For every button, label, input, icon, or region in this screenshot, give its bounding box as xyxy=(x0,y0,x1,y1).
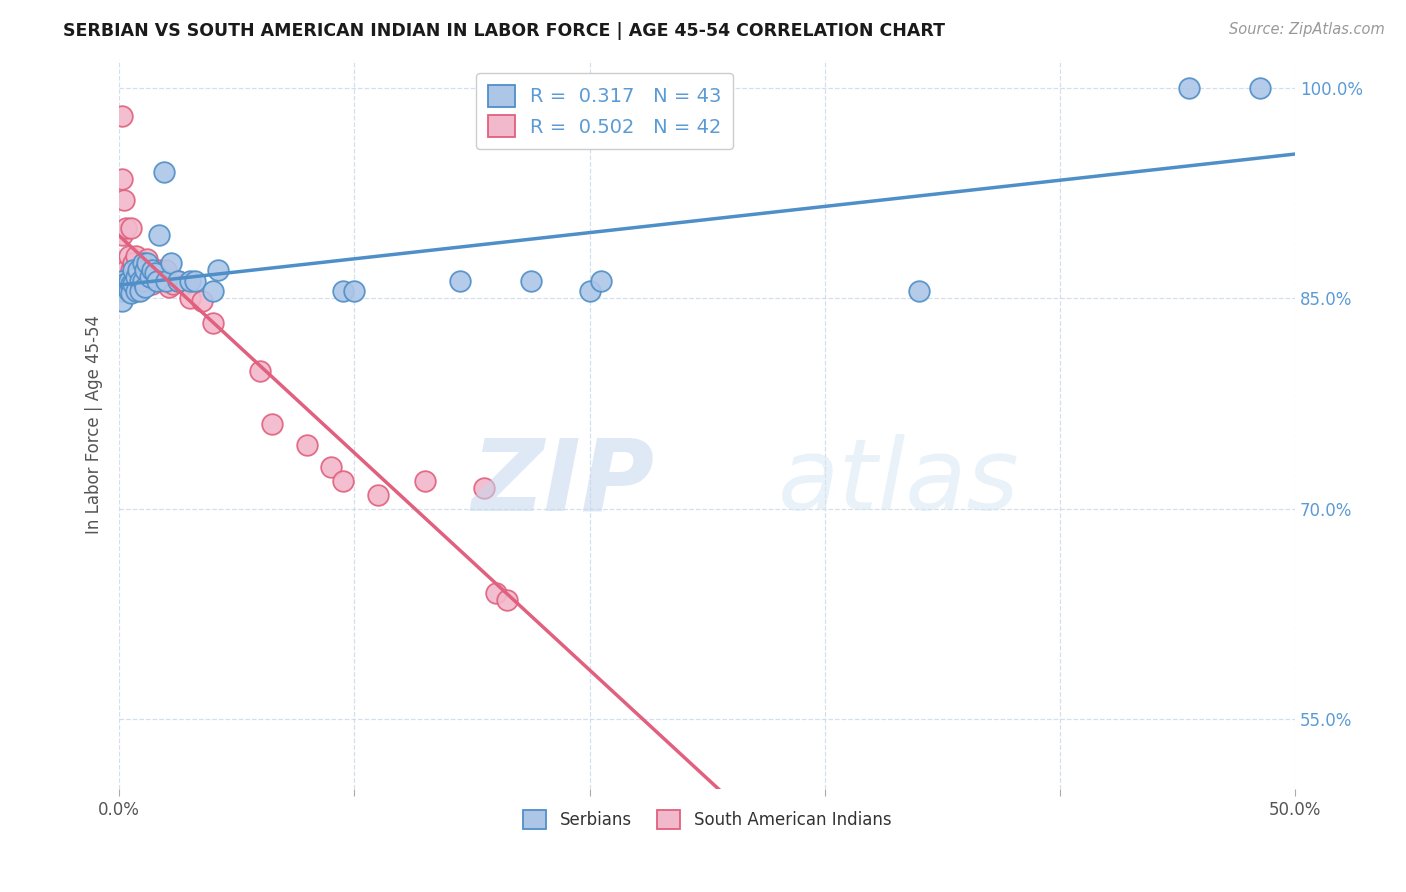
Point xyxy=(190,293,212,308)
Point xyxy=(111,172,134,186)
Point xyxy=(207,263,229,277)
Point xyxy=(143,266,166,280)
Point xyxy=(162,277,184,291)
Point xyxy=(183,274,205,288)
Point xyxy=(449,274,471,288)
Point xyxy=(111,284,134,298)
Point xyxy=(146,270,169,285)
Point xyxy=(591,274,613,288)
Point xyxy=(155,263,177,277)
Point xyxy=(134,263,156,277)
Point xyxy=(127,270,149,285)
Point xyxy=(111,109,134,123)
Point xyxy=(122,277,145,291)
Point xyxy=(139,270,162,285)
Point xyxy=(160,256,183,270)
Point xyxy=(1178,80,1201,95)
Point xyxy=(134,263,156,277)
Point xyxy=(167,274,190,288)
Point xyxy=(112,193,135,207)
Point xyxy=(496,592,519,607)
Point xyxy=(120,263,142,277)
Text: Source: ZipAtlas.com: Source: ZipAtlas.com xyxy=(1229,22,1385,37)
Point xyxy=(112,277,135,291)
Point xyxy=(179,274,201,288)
Point xyxy=(413,474,436,488)
Point xyxy=(118,274,141,288)
Point xyxy=(132,256,155,270)
Point xyxy=(153,165,176,179)
Point xyxy=(122,277,145,291)
Text: atlas: atlas xyxy=(778,434,1019,532)
Point xyxy=(111,293,134,308)
Text: SERBIAN VS SOUTH AMERICAN INDIAN IN LABOR FORCE | AGE 45-54 CORRELATION CHART: SERBIAN VS SOUTH AMERICAN INDIAN IN LABO… xyxy=(63,22,945,40)
Text: ZIP: ZIP xyxy=(471,434,654,532)
Point xyxy=(115,221,138,235)
Point xyxy=(202,284,225,298)
Point xyxy=(143,263,166,277)
Point xyxy=(136,256,159,270)
Point xyxy=(132,270,155,285)
Point xyxy=(332,474,354,488)
Point xyxy=(136,252,159,266)
Point xyxy=(343,284,366,298)
Point xyxy=(148,227,170,242)
Point xyxy=(484,586,506,600)
Point xyxy=(120,277,142,291)
Point xyxy=(120,285,142,300)
Point xyxy=(125,249,148,263)
Point xyxy=(129,263,152,277)
Point xyxy=(150,274,173,288)
Point xyxy=(174,277,197,291)
Point xyxy=(118,284,141,298)
Point xyxy=(249,364,271,378)
Point xyxy=(1249,80,1271,95)
Point xyxy=(111,274,134,288)
Point xyxy=(139,270,162,285)
Point xyxy=(132,274,155,288)
Point xyxy=(146,274,169,288)
Point xyxy=(118,249,141,263)
Point xyxy=(297,438,319,452)
Point xyxy=(141,263,163,277)
Point xyxy=(148,263,170,277)
Point xyxy=(120,221,142,235)
Point xyxy=(129,284,152,298)
Point xyxy=(115,280,138,294)
Point xyxy=(202,317,225,331)
Point xyxy=(129,274,152,288)
Point xyxy=(157,280,180,294)
Point xyxy=(141,277,163,291)
Point xyxy=(262,417,284,432)
Point xyxy=(111,227,134,242)
Point xyxy=(319,459,342,474)
Point xyxy=(153,266,176,280)
Point xyxy=(472,481,495,495)
Y-axis label: In Labor Force | Age 45-54: In Labor Force | Age 45-54 xyxy=(86,315,103,534)
Point xyxy=(367,487,389,501)
Point xyxy=(115,263,138,277)
Point xyxy=(127,263,149,277)
Point xyxy=(122,256,145,270)
Point xyxy=(167,274,190,288)
Point xyxy=(155,274,177,288)
Point xyxy=(578,284,600,298)
Point xyxy=(520,274,543,288)
Point xyxy=(907,284,929,298)
Point xyxy=(332,284,354,298)
Point xyxy=(125,284,148,298)
Point xyxy=(134,280,156,294)
Point xyxy=(125,270,148,285)
Point xyxy=(179,291,201,305)
Legend: Serbians, South American Indians: Serbians, South American Indians xyxy=(516,803,898,836)
Point xyxy=(122,263,145,277)
